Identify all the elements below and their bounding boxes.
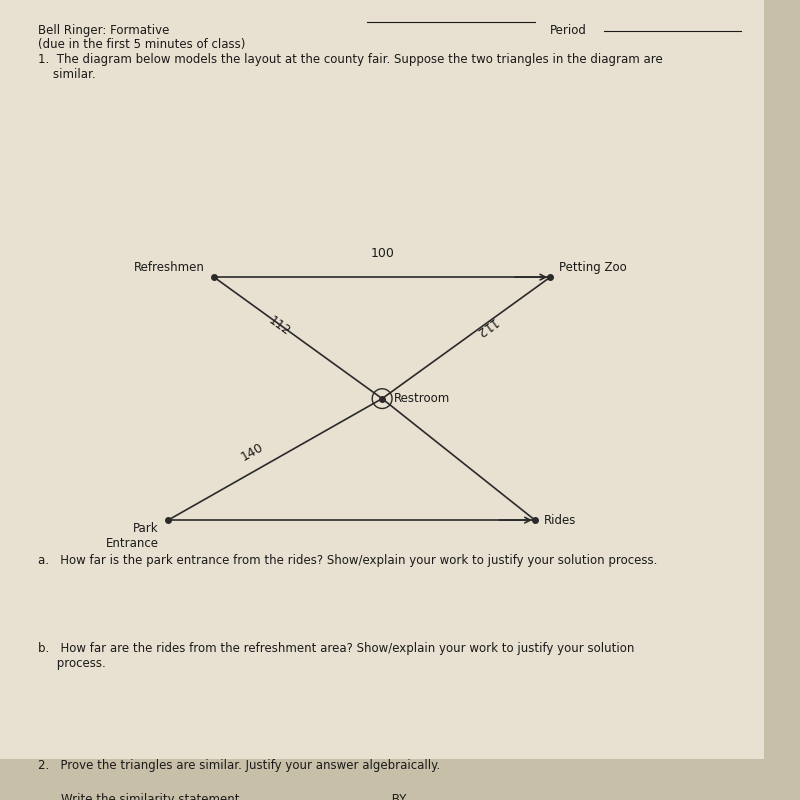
- FancyBboxPatch shape: [0, 0, 764, 759]
- Text: 112: 112: [472, 314, 498, 338]
- Text: Period: Period: [550, 24, 587, 38]
- Text: 100: 100: [370, 247, 394, 261]
- Text: Write the similarity statement ________________________  BY ____________: Write the similarity statement _________…: [61, 794, 481, 800]
- Text: a.   How far is the park entrance from the rides? Show/explain your work to just: a. How far is the park entrance from the…: [38, 554, 658, 567]
- Text: 2.   Prove the triangles are similar. Justify your answer algebraically.: 2. Prove the triangles are similar. Just…: [38, 759, 441, 772]
- Text: Bell Ringer: Formative: Bell Ringer: Formative: [38, 24, 170, 38]
- Text: 112: 112: [266, 314, 292, 338]
- Text: Park
Entrance: Park Entrance: [106, 522, 159, 550]
- Text: b.   How far are the rides from the refreshment area? Show/explain your work to : b. How far are the rides from the refres…: [38, 642, 634, 670]
- Text: 140: 140: [238, 440, 266, 463]
- Text: Refreshmen: Refreshmen: [134, 261, 205, 274]
- Text: (due in the first 5 minutes of class): (due in the first 5 minutes of class): [38, 38, 246, 51]
- Text: 1.  The diagram below models the layout at the county fair. Suppose the two tria: 1. The diagram below models the layout a…: [38, 53, 663, 81]
- Text: Rides: Rides: [544, 514, 577, 526]
- Text: Petting Zoo: Petting Zoo: [559, 261, 627, 274]
- Text: Restroom: Restroom: [394, 392, 450, 405]
